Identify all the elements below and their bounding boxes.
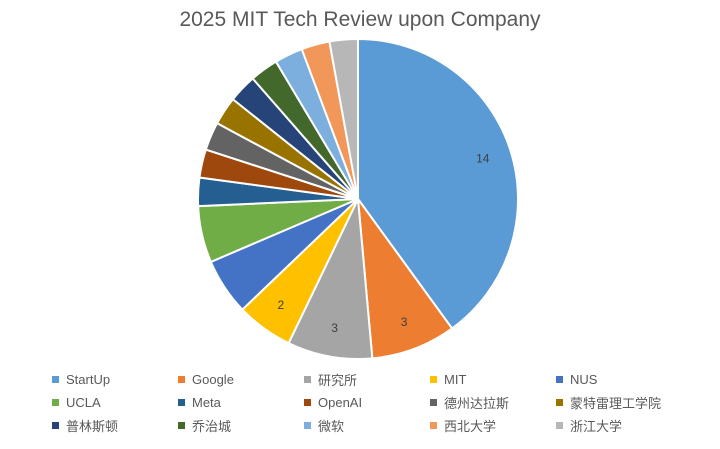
legend-swatch-11 bbox=[178, 421, 185, 429]
legend-label-0: StartUp bbox=[66, 371, 111, 387]
data-label-0: 14 bbox=[476, 151, 490, 165]
legend-item-14: 浙江大学 bbox=[556, 416, 682, 434]
legend-swatch-13 bbox=[430, 421, 437, 429]
pie-slice-0 bbox=[357, 37, 519, 330]
chart-title: 2025 MIT Tech Review upon Company bbox=[179, 8, 541, 31]
legend-label-7: OpenAI bbox=[318, 394, 363, 410]
legend-item-0: StartUp bbox=[52, 370, 178, 388]
legend-item-10: 普林斯顿 bbox=[52, 416, 178, 434]
legend-swatch-9 bbox=[556, 398, 563, 406]
legend-swatch-8 bbox=[430, 398, 437, 406]
legend-item-1: Google bbox=[178, 370, 304, 388]
legend-swatch-6 bbox=[178, 398, 185, 406]
legend-label-5: UCLA bbox=[66, 394, 101, 410]
legend-swatch-4 bbox=[556, 375, 563, 383]
legend-swatch-1 bbox=[178, 375, 185, 383]
legend-swatch-14 bbox=[556, 421, 563, 429]
legend-swatch-0 bbox=[52, 375, 59, 383]
chart-legend: StartUp Google 研究所 MIT NUS UCLA Meta OpenAI 德州达拉… bbox=[52, 370, 712, 434]
legend-label-9: 蒙特雷理工学院 bbox=[570, 395, 662, 411]
legend-item-6: Meta bbox=[178, 393, 304, 411]
legend-label-13: 西北大学 bbox=[444, 418, 497, 434]
legend-item-8: 德州达拉斯 bbox=[430, 393, 556, 411]
legend-swatch-10 bbox=[52, 421, 59, 429]
legend-item-4: NUS bbox=[556, 370, 682, 388]
legend-item-5: UCLA bbox=[52, 393, 178, 411]
legend-item-9: 蒙特雷理工学院 bbox=[556, 393, 682, 411]
legend-item-2: 研究所 bbox=[304, 370, 430, 388]
legend-label-1: Google bbox=[192, 371, 234, 387]
pie-slice-2 bbox=[287, 195, 374, 360]
legend-label-6: Meta bbox=[192, 394, 221, 410]
legend-item-3: MIT bbox=[430, 370, 556, 388]
legend-label-11: 乔治城 bbox=[192, 418, 232, 434]
legend-label-10: 普林斯顿 bbox=[66, 418, 119, 434]
data-label-2: 3 bbox=[331, 321, 338, 335]
legend-swatch-3 bbox=[430, 375, 437, 383]
legend-item-12: 微软 bbox=[304, 416, 430, 434]
legend-swatch-2 bbox=[304, 375, 311, 383]
legend-item-13: 西北大学 bbox=[430, 416, 556, 434]
data-label-3: 2 bbox=[278, 298, 285, 312]
legend-swatch-5 bbox=[52, 398, 59, 406]
legend-item-7: OpenAI bbox=[304, 393, 430, 411]
legend-label-2: 研究所 bbox=[318, 372, 358, 388]
pie-slice-1 bbox=[356, 195, 454, 360]
legend-swatch-12 bbox=[304, 421, 311, 429]
legend-label-4: NUS bbox=[570, 371, 598, 387]
pie-slice-14 bbox=[328, 37, 359, 200]
legend-item-11: 乔治城 bbox=[178, 416, 304, 434]
data-label-1: 3 bbox=[401, 315, 408, 329]
legend-label-12: 微软 bbox=[318, 418, 345, 434]
legend-label-14: 浙江大学 bbox=[570, 418, 623, 434]
legend-label-3: MIT bbox=[444, 371, 467, 387]
legend-label-8: 德州达拉斯 bbox=[444, 395, 510, 411]
legend-swatch-7 bbox=[304, 398, 311, 406]
